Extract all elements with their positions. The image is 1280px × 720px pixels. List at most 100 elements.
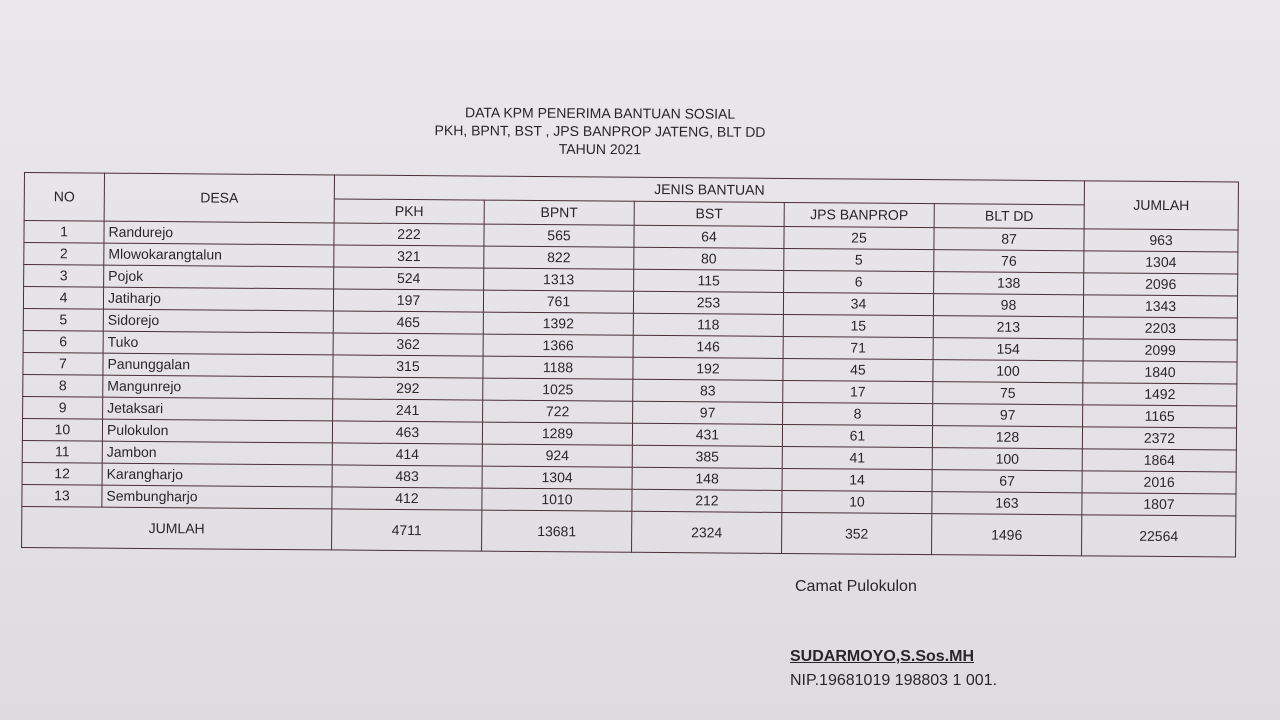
header-no: NO <box>24 172 105 222</box>
cell-value: 1304 <box>482 466 633 490</box>
cell-no: 4 <box>23 286 104 310</box>
cell-value: 1188 <box>482 356 634 380</box>
cell-value: 5 <box>783 248 934 272</box>
cell-no: 6 <box>23 330 104 354</box>
cell-value: 97 <box>632 401 783 425</box>
cell-value: 45 <box>782 358 934 382</box>
cell-jumlah: 1304 <box>1083 250 1238 275</box>
cell-value: 61 <box>782 424 933 448</box>
cell-value: 6 <box>783 270 934 294</box>
cell-value: 524 <box>333 266 484 291</box>
cell-jumlah: 1807 <box>1081 492 1237 517</box>
cell-desa: Karangharjo <box>102 463 333 487</box>
cell-value: 212 <box>631 489 783 513</box>
cell-jumlah: 2372 <box>1082 426 1237 451</box>
cell-jumlah: 1864 <box>1082 448 1237 473</box>
cell-no: 8 <box>22 374 103 398</box>
header-bst: BST <box>634 201 785 227</box>
cell-desa: Pojok <box>103 265 334 289</box>
cell-no: 12 <box>22 462 103 486</box>
cell-value: 1313 <box>483 268 634 292</box>
cell-desa: Jatiharjo <box>103 287 334 311</box>
cell-value: 412 <box>331 486 483 511</box>
cell-value: 10 <box>781 490 933 514</box>
cell-no: 9 <box>22 396 103 420</box>
cell-value: 14 <box>782 468 933 492</box>
header-pkh: PKH <box>334 198 485 225</box>
cell-no: 5 <box>23 308 104 332</box>
cell-value: 41 <box>782 446 933 470</box>
cell-value: 98 <box>933 293 1084 317</box>
cell-value: 83 <box>632 379 783 403</box>
cell-value: 761 <box>483 290 634 314</box>
signature-position: Camat Pulokulon <box>795 578 917 595</box>
cell-value: 1366 <box>483 334 634 358</box>
cell-value: 154 <box>933 337 1084 361</box>
cell-jumlah: 2099 <box>1083 338 1238 363</box>
cell-no: 3 <box>23 264 104 288</box>
cell-value: 146 <box>633 335 784 359</box>
cell-value: 385 <box>632 445 783 469</box>
cell-jumlah: 1492 <box>1082 382 1237 407</box>
cell-value: 483 <box>332 464 483 489</box>
cell-value: 197 <box>333 288 484 313</box>
cell-value: 1025 <box>482 378 633 402</box>
cell-value: 100 <box>932 359 1084 383</box>
total-jumlah: 22564 <box>1081 514 1236 558</box>
cell-value: 431 <box>632 423 783 447</box>
data-table-container: NO DESA JENIS BANTUAN JUMLAH PKH BPNT BST J… <box>21 172 1239 558</box>
data-table: NO DESA JENIS BANTUAN JUMLAH PKH BPNT BST J… <box>21 172 1239 558</box>
header-jps-banprop: JPS BANPROP <box>784 202 935 228</box>
cell-value: 241 <box>332 398 483 423</box>
cell-jumlah: 2096 <box>1083 272 1238 297</box>
cell-jumlah: 1165 <box>1082 404 1237 429</box>
cell-desa: Sembungharjo <box>101 485 333 509</box>
cell-no: 2 <box>23 242 104 266</box>
cell-value: 253 <box>633 291 784 315</box>
cell-value: 463 <box>332 420 483 445</box>
cell-value: 222 <box>333 222 485 247</box>
cell-value: 87 <box>933 227 1085 251</box>
cell-value: 64 <box>633 225 785 249</box>
cell-value: 321 <box>333 244 484 269</box>
cell-desa: Jambon <box>102 441 333 465</box>
cell-value: 80 <box>633 247 784 271</box>
cell-jumlah: 2016 <box>1082 470 1237 495</box>
total-row: JUMLAH 4711 13681 2324 352 1496 22564 <box>21 506 1236 558</box>
document-title: DATA KPM PENERIMA BANTUAN SOSIAL PKH, BP… <box>380 103 820 159</box>
cell-value: 67 <box>932 469 1083 493</box>
cell-no: 10 <box>22 418 103 442</box>
cell-value: 25 <box>783 226 935 250</box>
cell-value: 722 <box>482 400 633 424</box>
cell-jumlah: 2203 <box>1083 316 1238 341</box>
cell-value: 362 <box>333 332 484 357</box>
signature-nip: NIP.19681019 198803 1 001. <box>790 672 998 689</box>
cell-desa: Randurejo <box>103 221 335 245</box>
cell-value: 414 <box>332 442 483 467</box>
cell-value: 213 <box>933 315 1084 339</box>
cell-no: 7 <box>22 352 104 376</box>
cell-value: 100 <box>932 447 1083 471</box>
cell-value: 76 <box>933 249 1084 273</box>
title-line-1: DATA KPM PENERIMA BANTUAN SOSIAL <box>464 104 736 122</box>
cell-value: 924 <box>482 444 633 468</box>
header-blt-dd: BLT DD <box>934 203 1085 229</box>
total-value: 2324 <box>631 511 782 554</box>
cell-jumlah: 963 <box>1083 228 1239 253</box>
cell-value: 118 <box>633 313 784 337</box>
cell-value: 71 <box>783 336 934 360</box>
cell-value: 1392 <box>483 312 634 336</box>
cell-value: 17 <box>782 380 933 404</box>
total-value: 352 <box>781 512 932 555</box>
cell-desa: Jetaksari <box>102 397 333 421</box>
cell-value: 315 <box>332 354 484 379</box>
cell-no: 11 <box>22 440 103 464</box>
total-value: 13681 <box>481 510 632 553</box>
cell-value: 822 <box>483 246 634 270</box>
header-bpnt: BPNT <box>484 200 635 226</box>
cell-value: 565 <box>483 224 635 248</box>
cell-value: 115 <box>633 269 784 293</box>
cell-value: 97 <box>932 403 1083 427</box>
cell-value: 292 <box>332 376 483 401</box>
cell-value: 465 <box>333 310 484 335</box>
